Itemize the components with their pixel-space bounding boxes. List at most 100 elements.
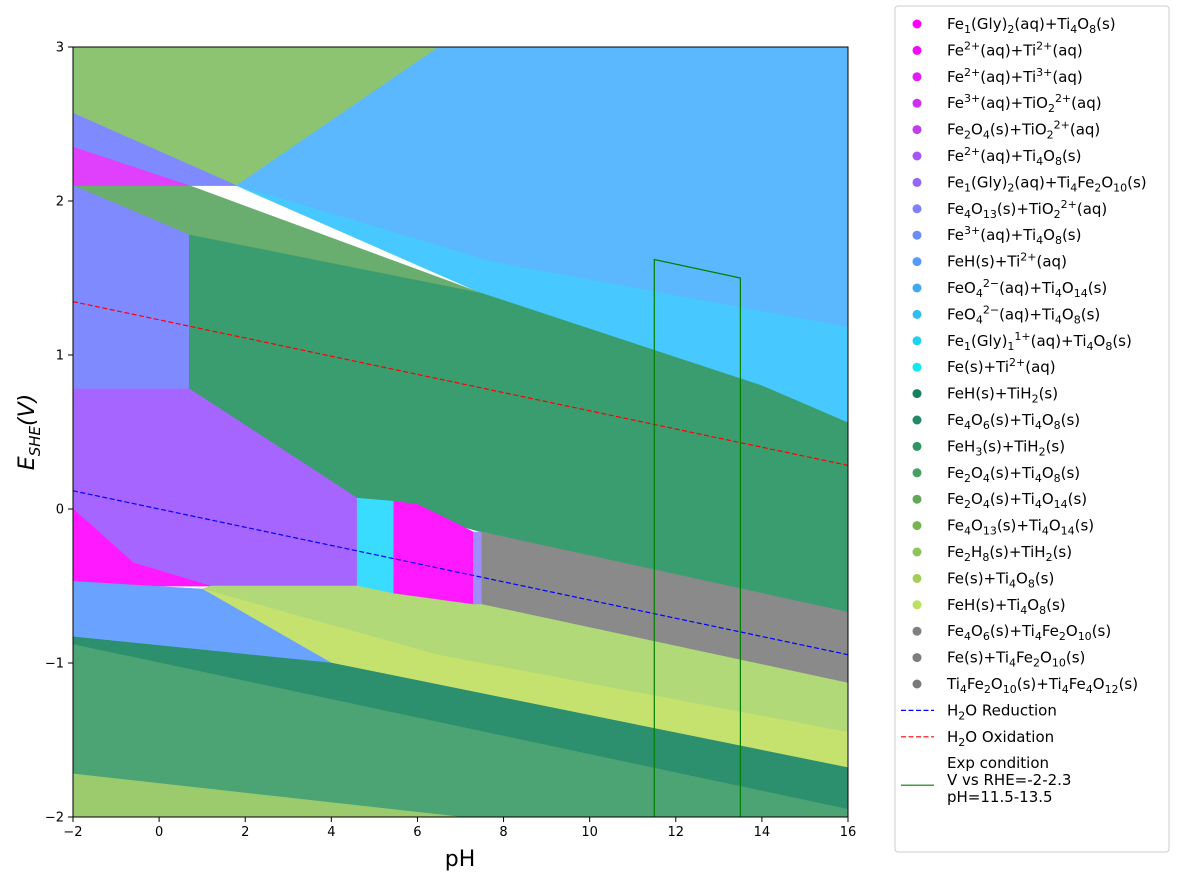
legend-item: Fe2O4(s)+Ti4O8(s) <box>912 464 1080 485</box>
legend-marker <box>912 151 922 161</box>
legend-item: Fe(s)+Ti4Fe2O10(s) <box>912 649 1085 670</box>
legend-frame <box>894 5 1170 853</box>
legend-label: FeH(s)+Ti4O8(s) <box>947 596 1066 617</box>
x-tick-label: 10 <box>581 825 598 840</box>
region-11 <box>356 497 395 595</box>
legend-label: Fe(s)+Ti4Fe2O10(s) <box>947 649 1085 670</box>
legend-label: Fe(s)+Ti2+(aq) <box>947 356 1056 376</box>
legend-label: FeH(s)+TiH2(s) <box>947 385 1058 406</box>
legend-label: Fe3+(aq)+Ti4O8(s) <box>947 224 1081 247</box>
x-tick-label: 4 <box>327 825 335 840</box>
x-tick-label: 8 <box>499 825 507 840</box>
legend-marker <box>912 45 922 55</box>
legend-label: Fe2O4(s)+Ti4O14(s) <box>947 490 1087 511</box>
legend-item: FeO42−(aq)+Ti4O8(s) <box>912 303 1100 326</box>
legend-label: Fe3+(aq)+TiO22+(aq) <box>947 92 1102 115</box>
legend-marker <box>912 204 922 214</box>
legend-label: Fe2+(aq)+Ti2+(aq) <box>947 39 1083 59</box>
x-axis-ticks: −2 0 2 4 6 8 10 12 14 16 <box>63 817 856 840</box>
x-tick-label: 6 <box>413 825 421 840</box>
legend-marker <box>912 415 922 425</box>
legend-label: FeH(s)+Ti2+(aq) <box>947 251 1067 271</box>
legend-marker <box>912 257 922 267</box>
legend-marker <box>912 468 922 478</box>
legend-marker <box>912 441 922 451</box>
legend-item: Fe4O6(s)+Ti4O8(s) <box>912 411 1080 432</box>
legend-marker <box>912 573 922 583</box>
legend-item: Fe1(Gly)2(aq)+Ti4O8(s) <box>912 15 1116 36</box>
legend-label: V vs RHE=-2-2.3 <box>947 771 1071 789</box>
legend-marker <box>912 98 922 108</box>
legend-item: Fe1(Gly)11+(aq)+Ti4O8(s) <box>912 330 1132 353</box>
y-tick-label: −1 <box>45 657 64 672</box>
legend-item: FeH(s)+TiH2(s) <box>912 385 1058 406</box>
region-13 <box>473 531 483 605</box>
region-6 <box>73 146 190 186</box>
legend-marker <box>912 19 922 29</box>
legend-marker <box>912 653 922 663</box>
legend-item: Fe2+(aq)+Ti2+(aq) <box>912 39 1083 59</box>
region-14 <box>481 531 848 684</box>
y-tick-label: 2 <box>56 195 64 210</box>
legend-marker <box>912 362 922 372</box>
legend-item: Fe2+(aq)+Ti3+(aq) <box>912 66 1083 86</box>
legend-label: Fe2O4(s)+Ti4O8(s) <box>947 464 1080 485</box>
legend-marker <box>912 679 922 689</box>
legend-marker <box>912 72 922 82</box>
legend-label: pH=11.5-13.5 <box>947 788 1053 806</box>
legend-item: Fe(s)+Ti2+(aq) <box>912 356 1056 376</box>
legend-label: Fe2+(aq)+Ti4O8(s) <box>947 145 1081 168</box>
series-line-2 <box>73 301 848 466</box>
x-tick-label: 12 <box>668 825 685 840</box>
series-line-3 <box>653 258 742 817</box>
legend-item: FeH3(s)+TiH2(s) <box>912 437 1065 458</box>
y-tick-label: 1 <box>56 349 64 364</box>
x-tick-label: 14 <box>754 825 771 840</box>
legend-label: Fe2H8(s)+TiH2(s) <box>947 543 1072 564</box>
legend-label: Fe2O4(s)+TiO22+(aq) <box>947 119 1100 142</box>
x-axis-label: pH <box>445 847 476 872</box>
y-axis-label: ESHE(V) <box>15 394 44 470</box>
legend-label: FeO42−(aq)+Ti4O8(s) <box>947 303 1100 326</box>
legend-label: FeO42−(aq)+Ti4O14(s) <box>947 277 1107 300</box>
legend-label: FeH3(s)+TiH2(s) <box>947 437 1065 458</box>
legend-item: FeH(s)+Ti2+(aq) <box>912 251 1067 271</box>
legend-item: H2O Reduction <box>901 701 1057 722</box>
legend-label: Fe4O13(s)+Ti4O14(s) <box>947 517 1094 538</box>
x-tick-label: 16 <box>840 825 857 840</box>
legend-marker <box>912 521 922 531</box>
legend-marker <box>912 177 922 187</box>
legend-marker <box>912 600 922 610</box>
legend-label: H2O Reduction <box>947 701 1057 722</box>
legend-item: Fe(s)+Ti4O8(s) <box>912 569 1054 590</box>
legend-marker <box>912 230 922 240</box>
legend-marker <box>912 309 922 319</box>
x-tick-label: −2 <box>63 825 82 840</box>
legend-marker <box>912 336 922 346</box>
legend-marker <box>912 283 922 293</box>
legend-item: FeO42−(aq)+Ti4O14(s) <box>912 277 1107 300</box>
legend-marker <box>912 389 922 399</box>
y-axis-ticks: −2 −1 0 1 2 3 <box>45 41 73 826</box>
legend-item: Fe4O13(s)+TiO22+(aq) <box>912 198 1107 221</box>
legend-item: Fe1(Gly)2(aq)+Ti4Fe2O10(s) <box>912 173 1147 194</box>
legend-label: Fe(s)+Ti4O8(s) <box>947 569 1054 590</box>
plot-frame <box>72 46 849 818</box>
y-tick-label: 0 <box>56 503 64 518</box>
legend-label: Fe4O6(s)+Ti4Fe2O10(s) <box>947 622 1111 643</box>
legend-item: Fe2+(aq)+Ti4O8(s) <box>912 145 1081 168</box>
region-20 <box>73 773 461 817</box>
x-tick-label: 2 <box>241 825 249 840</box>
legend-item: FeH(s)+Ti4O8(s) <box>912 596 1066 617</box>
legend-label: Fe1(Gly)11+(aq)+Ti4O8(s) <box>947 330 1132 353</box>
y-tick-label: 3 <box>56 41 64 56</box>
legend-label: Fe4O6(s)+Ti4O8(s) <box>947 411 1080 432</box>
series-line-1 <box>73 490 848 656</box>
legend-marker <box>912 547 922 557</box>
legend-item: Fe2O4(s)+TiO22+(aq) <box>912 119 1100 142</box>
legend-marker <box>912 626 922 636</box>
legend-label: H2O Oxidation <box>947 728 1054 749</box>
reference-lines <box>73 258 848 817</box>
